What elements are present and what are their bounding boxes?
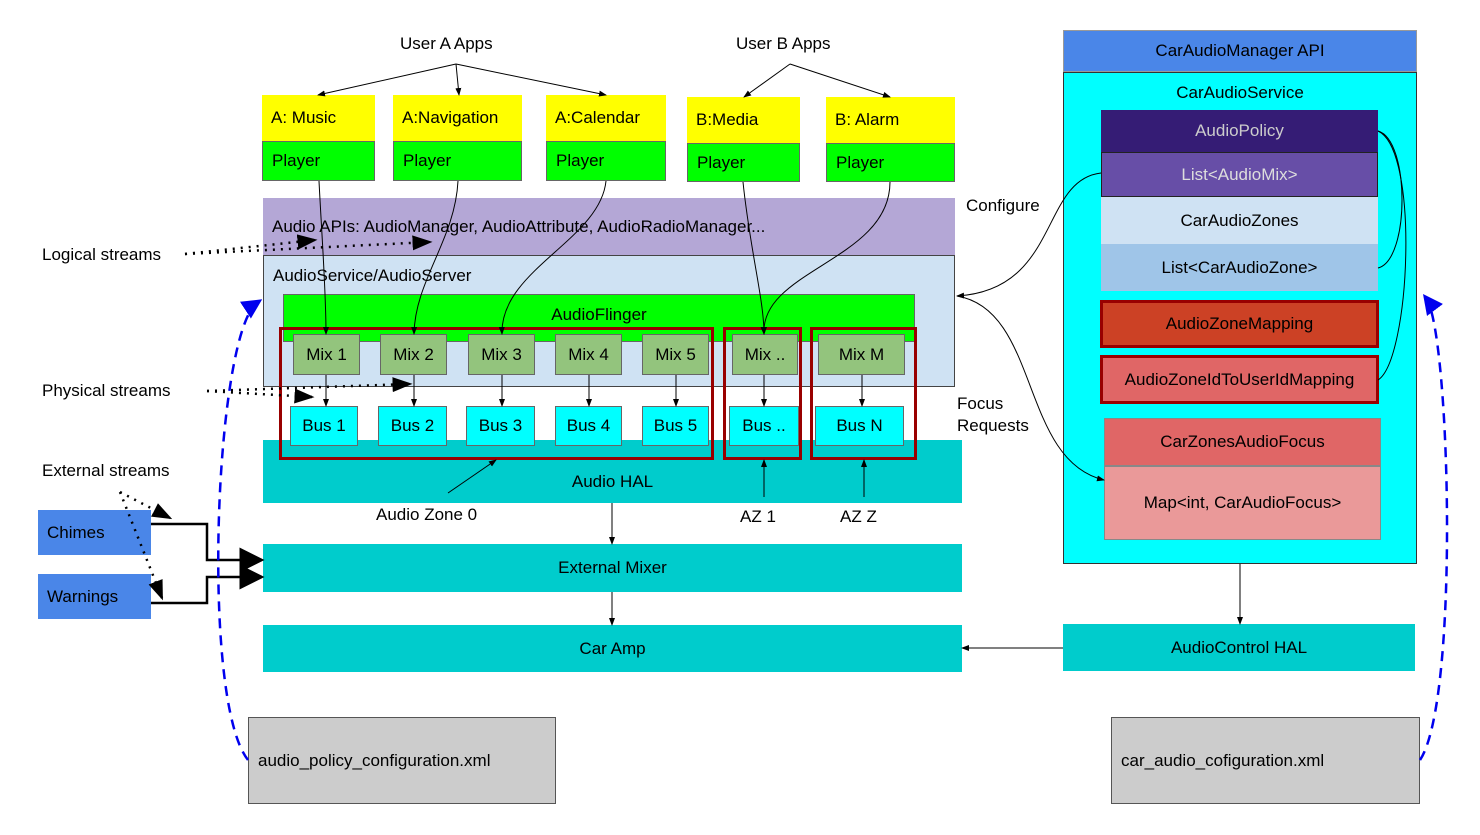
focus-label: Focus <box>957 394 1004 413</box>
audio-zone-0-label: Audio Zone 0 <box>376 505 478 524</box>
app-navigation: A:Navigation <box>393 95 522 141</box>
external-mixer: External Mixer <box>263 544 962 592</box>
physical-streams-label: Physical streams <box>42 381 171 400</box>
requests-label: Requests <box>957 416 1029 435</box>
mix-3: Mix 3 <box>468 334 535 375</box>
configure-label: Configure <box>966 196 1040 215</box>
external-stream-lines <box>151 522 265 605</box>
config-dashed-arrows <box>216 293 1449 761</box>
bus-4: Bus 4 <box>555 406 622 446</box>
car-zones-audio-focus: CarZonesAudioFocus <box>1104 418 1381 466</box>
zone-id-to-user-id-mapping: AudioZoneIdToUserIdMapping <box>1100 355 1379 404</box>
app-music: A: Music <box>262 95 375 141</box>
car-audio-config-file: car_audio_cofiguration.xml <box>1111 717 1420 804</box>
mix-more: Mix .. <box>732 334 798 375</box>
mix-5: Mix 5 <box>642 334 709 375</box>
car-amp: Car Amp <box>263 625 962 672</box>
car-audio-zones: CarAudioZones <box>1101 197 1378 244</box>
logical-streams-label: Logical streams <box>42 245 162 264</box>
player-calendar: Player <box>546 141 666 181</box>
audio-policy: AudioPolicy <box>1101 110 1378 152</box>
audio-policy-config-file: audio_policy_configuration.xml <box>248 717 556 804</box>
audio-hal: Audio HAL <box>263 440 962 503</box>
chimes: Chimes <box>38 510 151 555</box>
az-z-label: AZ Z <box>840 507 877 526</box>
audio-control-hal: AudioControl HAL <box>1063 624 1415 671</box>
warnings: Warnings <box>38 574 151 619</box>
bus-n: Bus N <box>815 406 904 446</box>
user-b-label: User B Apps <box>736 34 831 53</box>
player-music: Player <box>262 141 375 181</box>
mix-1: Mix 1 <box>293 334 360 375</box>
dotted-stream-pointers <box>118 234 433 601</box>
audio-focus-map: Map<int, CarAudioFocus> <box>1104 466 1381 540</box>
audio-zone-0-boundary <box>279 327 714 460</box>
mix-4: Mix 4 <box>555 334 622 375</box>
audio-zone-z-boundary <box>810 327 917 460</box>
app-media: B:Media <box>687 97 800 143</box>
arrows <box>317 63 1407 651</box>
car-audio-zone-list: List<CarAudioZone> <box>1101 244 1378 291</box>
app-alarm: B: Alarm <box>826 97 955 143</box>
audio-zone-mapping: AudioZoneMapping <box>1100 300 1379 348</box>
user-a-label: User A Apps <box>400 34 493 53</box>
player-alarm: Player <box>826 143 955 182</box>
player-navigation: Player <box>393 141 522 181</box>
mix-m: Mix M <box>818 334 905 375</box>
app-calendar: A:Calendar <box>546 95 666 141</box>
az-1-label: AZ 1 <box>740 507 776 526</box>
player-media: Player <box>687 143 800 182</box>
mix-2: Mix 2 <box>380 334 447 375</box>
car-audio-manager-api: CarAudioManager API <box>1063 30 1417 72</box>
bus-3: Bus 3 <box>466 406 535 446</box>
audio-mix-list: List<AudioMix> <box>1101 152 1378 197</box>
external-streams-label: External streams <box>42 461 170 480</box>
